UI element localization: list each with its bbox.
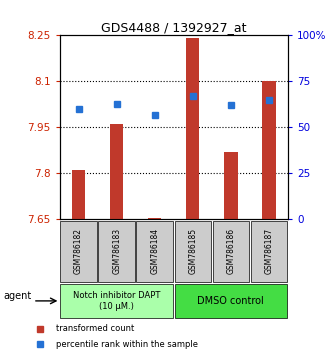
Text: GSM786185: GSM786185	[188, 228, 197, 274]
Text: GSM786182: GSM786182	[74, 228, 83, 274]
Bar	[262, 81, 276, 219]
FancyBboxPatch shape	[98, 221, 135, 282]
Bar	[186, 39, 200, 219]
Bar	[148, 218, 162, 219]
Text: DMSO control: DMSO control	[198, 296, 264, 306]
FancyBboxPatch shape	[251, 221, 287, 282]
FancyBboxPatch shape	[174, 284, 287, 318]
Title: GDS4488 / 1392927_at: GDS4488 / 1392927_at	[101, 21, 247, 34]
Text: GSM786187: GSM786187	[264, 228, 273, 274]
Text: Notch inhibitor DAPT
(10 μM.): Notch inhibitor DAPT (10 μM.)	[73, 291, 160, 310]
Text: GSM786184: GSM786184	[150, 228, 159, 274]
Bar	[72, 170, 85, 219]
Text: percentile rank within the sample: percentile rank within the sample	[56, 339, 198, 349]
FancyBboxPatch shape	[60, 284, 173, 318]
Text: GSM786183: GSM786183	[112, 228, 121, 274]
FancyBboxPatch shape	[174, 221, 211, 282]
Bar	[224, 152, 238, 219]
Text: transformed count: transformed count	[56, 324, 134, 333]
FancyBboxPatch shape	[136, 221, 173, 282]
FancyBboxPatch shape	[60, 221, 97, 282]
Bar	[110, 124, 123, 219]
Text: GSM786186: GSM786186	[226, 228, 235, 274]
FancyBboxPatch shape	[213, 221, 249, 282]
Text: agent: agent	[3, 291, 31, 301]
